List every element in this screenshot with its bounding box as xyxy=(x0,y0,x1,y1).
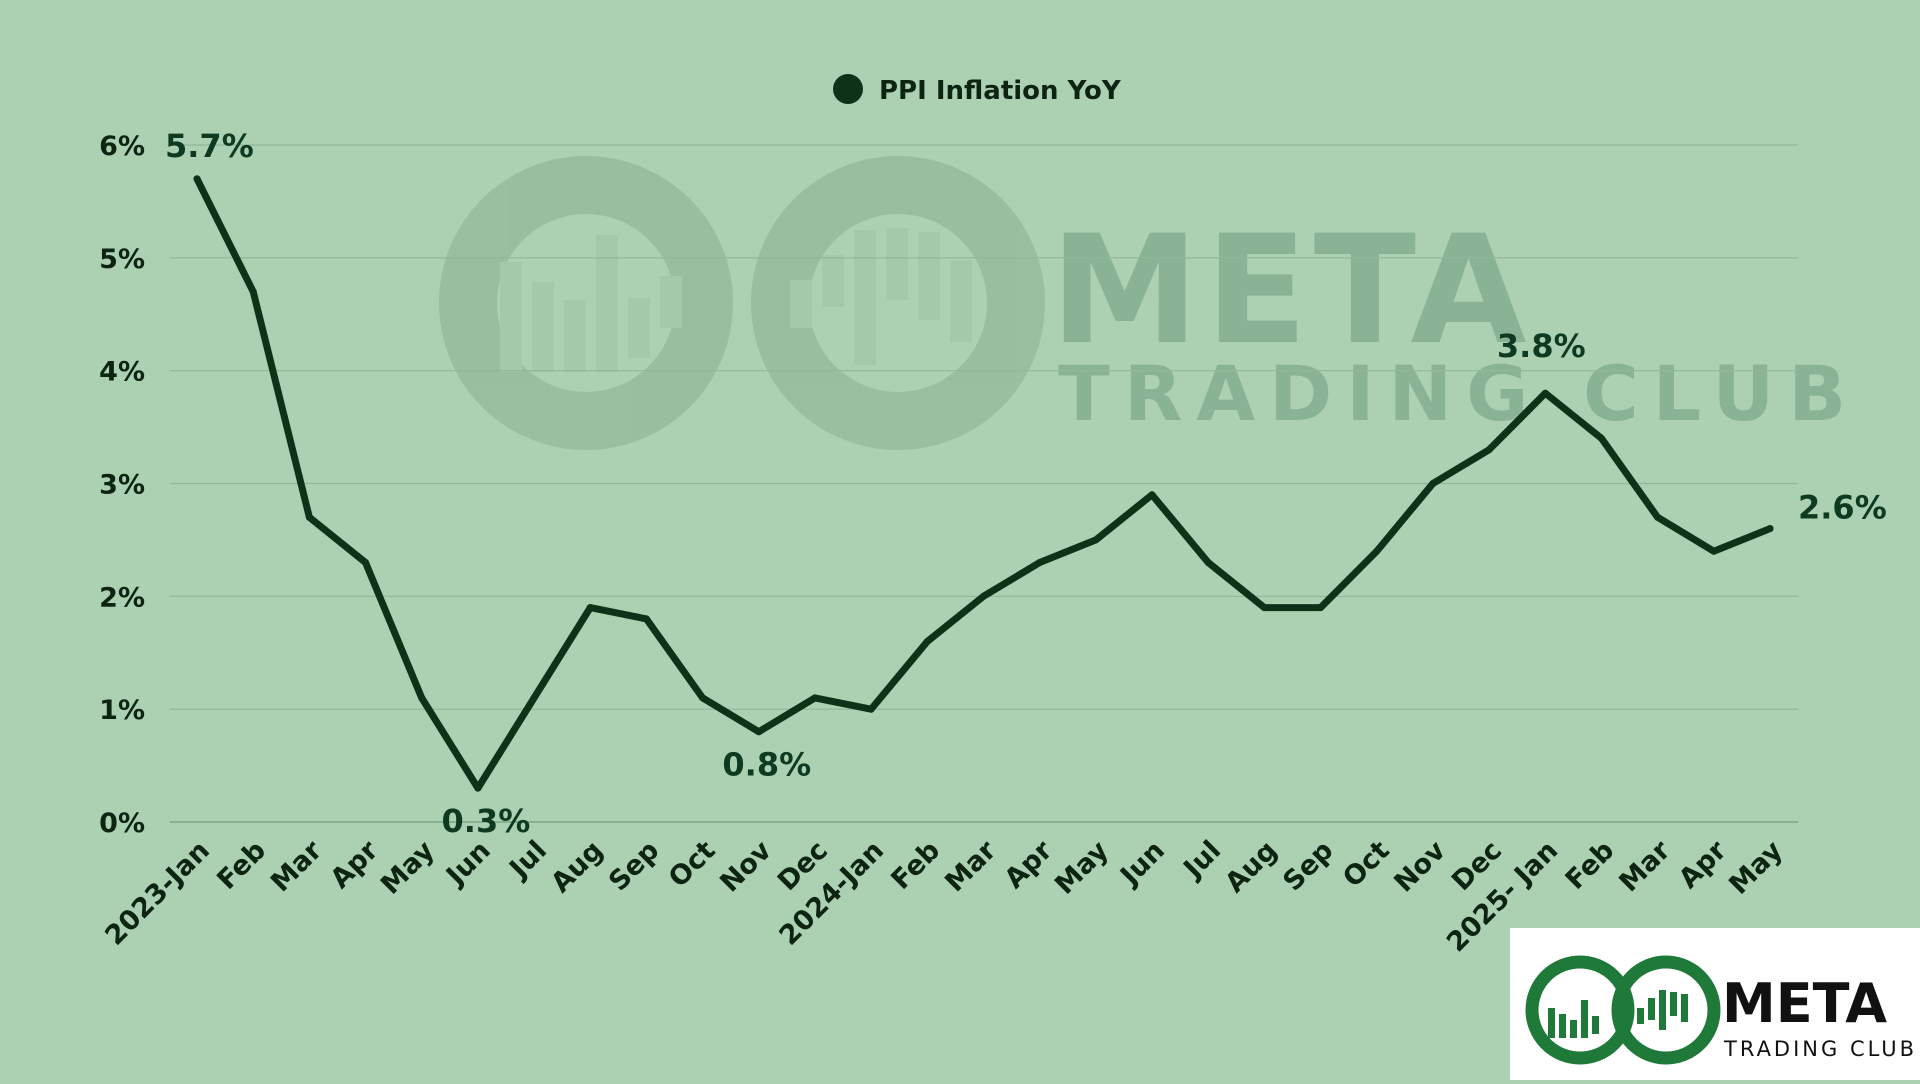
legend-marker xyxy=(833,74,863,104)
y-tick-label: 3% xyxy=(99,470,145,501)
data-point xyxy=(755,728,763,736)
data-point xyxy=(811,694,819,702)
data-label: 2.6% xyxy=(1798,489,1887,527)
watermark-logo-icon xyxy=(439,156,1045,450)
legend-label: PPI Inflation YoY xyxy=(879,76,1122,106)
x-tick-label: Mar xyxy=(1613,835,1677,899)
data-point xyxy=(980,592,987,600)
data-point xyxy=(699,694,707,702)
logo-brand: META xyxy=(1722,972,1887,1035)
y-tick-label: 1% xyxy=(99,695,145,726)
data-point xyxy=(1317,604,1325,612)
x-tick-label: Mar xyxy=(265,835,329,899)
data-point xyxy=(1597,434,1605,442)
legend: PPI Inflation YoY xyxy=(833,74,1122,106)
data-point xyxy=(586,604,594,612)
y-tick-label: 4% xyxy=(99,357,145,388)
y-tick-label: 6% xyxy=(99,131,145,162)
data-point xyxy=(530,694,538,702)
data-point xyxy=(193,175,201,183)
data-label: 3.8% xyxy=(1497,327,1586,365)
x-tick-label: Feb xyxy=(211,835,272,896)
watermark: META TRADING CLUB xyxy=(439,156,1860,450)
x-tick-label: 2023-Jan xyxy=(99,835,216,952)
data-point xyxy=(1373,547,1381,555)
data-point xyxy=(1710,547,1718,555)
data-label: 5.7% xyxy=(165,127,254,165)
x-tick-label: May xyxy=(1049,835,1115,901)
data-point xyxy=(305,513,313,521)
x-tick-label: Feb xyxy=(1560,835,1621,896)
data-point xyxy=(249,288,257,296)
data-point xyxy=(1148,491,1156,499)
x-tick-label: Jun xyxy=(1113,835,1171,893)
annotation-group: 5.7% 0.3% 0.8% 3.8% 2.6% xyxy=(165,127,1887,840)
data-point xyxy=(1204,558,1212,566)
data-point xyxy=(1766,525,1774,533)
logo-subtitle: TRADING CLUB xyxy=(1723,1037,1917,1061)
series-group xyxy=(193,175,1774,792)
x-tick-label: Aug xyxy=(1219,835,1283,899)
data-point xyxy=(418,694,426,702)
watermark-brand: META xyxy=(1050,204,1533,378)
x-tick-label: Mar xyxy=(939,835,1003,899)
data-label: 0.8% xyxy=(722,746,811,784)
x-tick-label: Jun xyxy=(439,835,497,893)
data-point xyxy=(867,705,875,713)
x-tick-label: Apr xyxy=(325,835,385,895)
data-label: 0.3% xyxy=(442,802,531,840)
y-tick-label: 5% xyxy=(99,244,145,275)
x-tick-label: Nov xyxy=(714,835,778,899)
x-tick-label: Apr xyxy=(1673,835,1733,895)
x-tick-label: Feb xyxy=(885,835,946,896)
x-tick-label: Sep xyxy=(1277,835,1339,897)
grid xyxy=(170,144,1798,823)
data-point xyxy=(362,558,370,566)
data-point xyxy=(1429,480,1437,487)
data-point xyxy=(1541,389,1549,397)
x-tick-label: Apr xyxy=(999,835,1059,895)
logo-icon: META TRADING CLUB xyxy=(1525,955,1917,1065)
data-point xyxy=(474,784,482,792)
y-axis: 0% 1% 2% 3% 4% 5% 6% xyxy=(99,131,145,839)
data-point xyxy=(642,615,650,623)
logo-badge: META TRADING CLUB xyxy=(1510,928,1920,1080)
x-tick-label: May xyxy=(1723,835,1789,901)
data-point xyxy=(1092,536,1100,544)
x-tick-label: Nov xyxy=(1388,835,1452,899)
x-tick-label: Sep xyxy=(603,835,665,897)
x-tick-label: Oct xyxy=(663,835,722,894)
y-tick-label: 2% xyxy=(99,582,145,613)
data-point xyxy=(923,637,931,645)
x-tick-label: May xyxy=(375,835,441,901)
data-point xyxy=(1260,604,1268,612)
data-point xyxy=(1485,446,1493,454)
x-tick-label: Oct xyxy=(1337,835,1396,894)
data-point xyxy=(1654,513,1662,521)
data-point xyxy=(1036,558,1044,566)
y-tick-label: 0% xyxy=(99,808,145,839)
watermark-subtitle: TRADING CLUB xyxy=(1058,349,1860,438)
x-tick-label: Aug xyxy=(545,835,609,899)
